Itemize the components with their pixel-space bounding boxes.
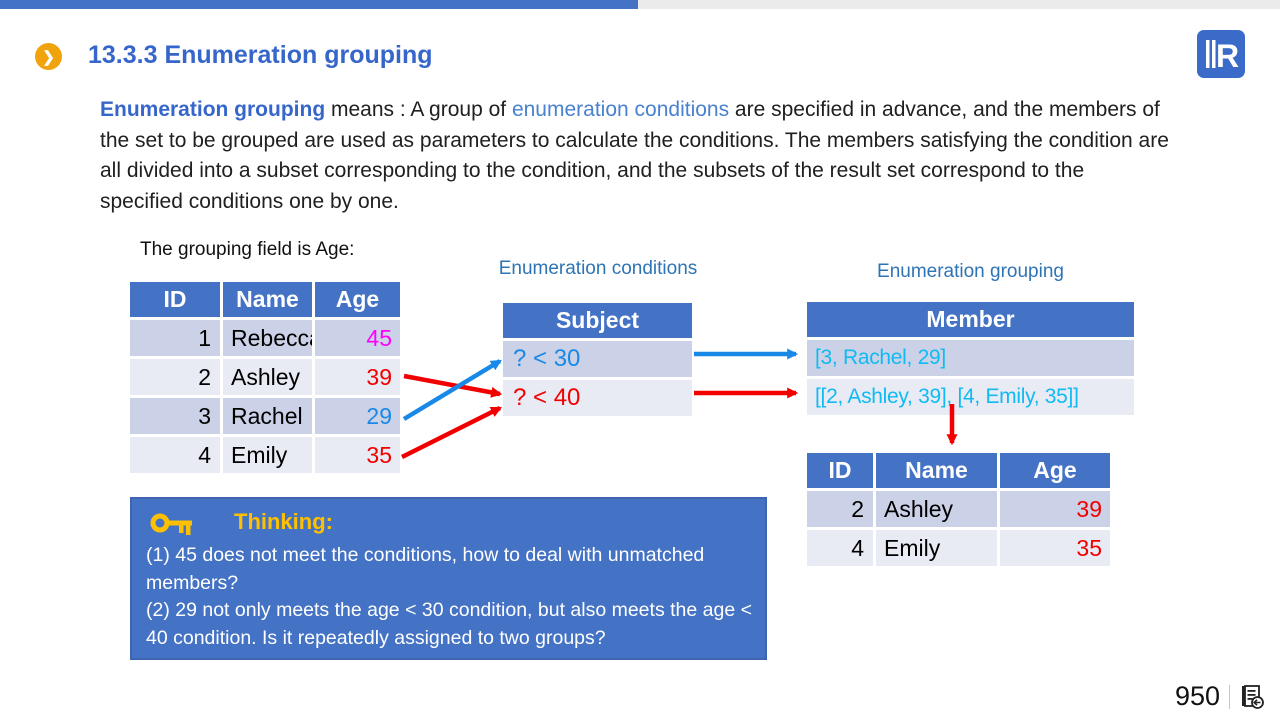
col-header-id: ID <box>163 286 187 312</box>
thinking-line-1: (1) 45 does not meet the conditions, how… <box>146 544 705 594</box>
cell-age: 45 <box>312 320 400 356</box>
thinking-title: Thinking: <box>234 509 333 534</box>
thinking-line-2: (2) 29 not only meets the age < 30 condi… <box>146 599 752 649</box>
raqsoft-logo: R <box>1197 30 1245 78</box>
intro-paragraph: Enumeration grouping means : A group of … <box>100 95 1170 217</box>
col-header-name: Name <box>873 453 997 488</box>
table-row: 2 Ashley 39 <box>807 491 1110 527</box>
member-cell: [[2, Ashley, 39], [4, Emily, 35]] <box>807 379 1134 415</box>
cell-name: Emily <box>220 437 312 473</box>
page-number: 950 <box>1174 681 1220 711</box>
cell-age: 29 <box>312 398 400 434</box>
cell-id: 4 <box>807 530 873 566</box>
grouping-table: Member [3, Rachel, 29] [[2, Ashley, 39],… <box>807 302 1134 415</box>
conditions-table-header: Subject <box>503 303 692 338</box>
grouping-field-caption: The grouping field is Age: <box>140 239 355 260</box>
cell-name: Emily <box>873 530 997 566</box>
cell-age: 39 <box>312 359 400 395</box>
table-row: 4 Emily 35 <box>130 437 400 473</box>
intro-lead: Enumeration grouping <box>100 98 326 121</box>
table-row: 1 Rebecca 45 <box>130 320 400 356</box>
col-header-age: Age <box>312 282 400 317</box>
table-row: ? < 40 <box>503 380 692 416</box>
cell-id: 1 <box>130 320 220 356</box>
document-return-icon[interactable] <box>1239 684 1264 709</box>
result-table: ID Name Age 2 Ashley 39 4 Emily 35 <box>807 453 1110 566</box>
top-accent-bar <box>0 0 638 9</box>
table-row: [[2, Ashley, 39], [4, Emily, 35]] <box>807 379 1134 415</box>
arrow-rachel-to-cond30 <box>402 359 502 421</box>
grouping-table-label: Enumeration grouping <box>877 261 1064 282</box>
col-header-name: Name <box>220 282 312 317</box>
condition-cell: ? < 40 <box>503 380 692 416</box>
intro-highlight: enumeration conditions <box>511 98 730 121</box>
chevron-right-icon: ❯ <box>35 43 62 70</box>
member-cell: [3, Rachel, 29] <box>807 340 1134 376</box>
thinking-box: Thinking: (1) 45 does not meet the condi… <box>130 497 767 660</box>
source-table: ID Name Age 1 Rebecca 45 2 Ashley 39 3 R… <box>130 282 400 473</box>
conditions-table: Subject ? < 30 ? < 40 <box>503 303 692 416</box>
table-row: 4 Emily 35 <box>807 530 1110 566</box>
intro-rest: are specified in advance, and the member… <box>100 98 1169 213</box>
col-header-id: ID <box>828 457 852 483</box>
cell-age: 39 <box>997 491 1110 527</box>
table-row: [3, Rachel, 29] <box>807 340 1134 376</box>
col-header-subject: Subject <box>555 307 640 333</box>
grouping-table-header: Member <box>807 302 1134 337</box>
cell-age: 35 <box>312 437 400 473</box>
footer: 950 <box>1175 681 1264 712</box>
page-title: 13.3.3 Enumeration grouping <box>88 41 433 69</box>
cell-name: Ashley <box>220 359 312 395</box>
cell-id: 4 <box>130 437 220 473</box>
arrow-ashley-to-cond40 <box>403 373 503 398</box>
cell-age: 35 <box>997 530 1110 566</box>
cell-id: 3 <box>130 398 220 434</box>
condition-cell: ? < 30 <box>503 341 692 377</box>
table-row: ? < 30 <box>503 341 692 377</box>
intro-mid: means : A group of <box>325 98 512 121</box>
col-header-age: Age <box>997 453 1110 488</box>
cell-name: Rachel <box>220 398 312 434</box>
thinking-text: (1) 45 does not meet the conditions, how… <box>146 542 754 652</box>
table-row: 3 Rachel 29 <box>130 398 400 434</box>
cell-id: 2 <box>130 359 220 395</box>
cell-name: Rebecca <box>220 320 322 356</box>
footer-divider <box>1229 684 1230 709</box>
col-header-member: Member <box>926 306 1015 332</box>
svg-text:R: R <box>1216 38 1239 74</box>
key-icon <box>150 513 192 535</box>
result-table-header: ID Name Age <box>807 453 1110 488</box>
source-table-header: ID Name Age <box>130 282 400 317</box>
conditions-table-label: Enumeration conditions <box>498 258 698 279</box>
cell-name: Ashley <box>873 491 997 527</box>
table-row: 2 Ashley 39 <box>130 359 400 395</box>
cell-id: 2 <box>807 491 873 527</box>
top-gray-bar <box>638 0 1280 9</box>
arrow-emily-to-cond40 <box>400 405 502 460</box>
